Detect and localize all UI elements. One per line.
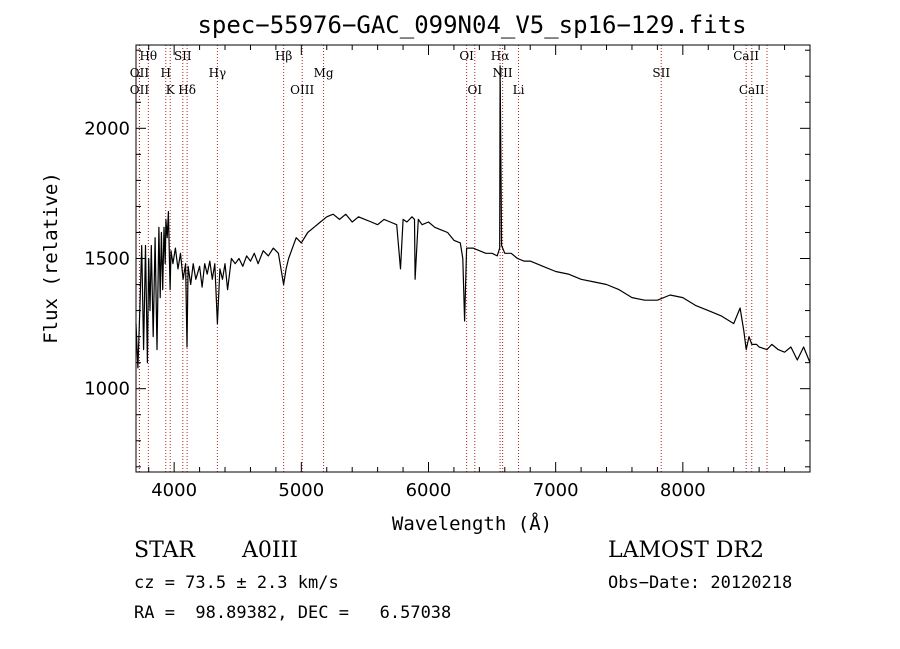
x-tick-label: 4000: [151, 480, 197, 501]
line-marker-label: NII: [493, 66, 513, 80]
line-marker-label: SII: [652, 66, 670, 80]
observation-date: Obs−Date: 20120218: [608, 573, 793, 593]
line-marker-label: Hδ: [178, 83, 196, 97]
line-marker-label: OI: [467, 83, 482, 97]
y-tick-label: 1500: [84, 249, 130, 270]
y-axis-ticks: 1000 1500 2000: [84, 49, 810, 468]
spectrum-series: [135, 65, 811, 369]
line-marker-label: Hθ: [139, 49, 157, 63]
line-marker-label: H: [161, 66, 171, 80]
redshift-velocity: cz = 73.5 ± 2.3 km/s: [134, 573, 339, 593]
x-tick-label: 5000: [278, 480, 324, 501]
line-marker-label: CaII: [733, 49, 759, 63]
x-axis-ticks: 4000 5000 6000 7000 8000: [148, 45, 811, 501]
plot-frame: [135, 44, 811, 473]
line-marker-label: Hα: [491, 49, 510, 63]
ra-dec: RA = 98.89382, DEC = 6.57038: [134, 603, 452, 623]
spectrum-line: [135, 65, 811, 369]
x-tick-label: 8000: [660, 480, 706, 501]
y-axis-label: Flux (relative): [40, 172, 62, 344]
survey-name: LAMOST DR2: [608, 538, 764, 563]
object-class: STAR: [134, 538, 195, 563]
y-tick-label: 2000: [84, 118, 130, 139]
chart-title: spec−55976−GAC_099N04_V5_sp16−129.fits: [197, 11, 746, 39]
x-tick-label: 7000: [533, 480, 579, 501]
line-marker-label: OII: [130, 83, 150, 97]
line-marker-label: CaII: [739, 83, 765, 97]
line-marker-label: OI: [459, 49, 474, 63]
line-markers: OIIOIIHθHKSIIHδHγHβOIIIMgOIOIHαNIILiSIIC…: [130, 45, 768, 472]
line-marker-label: Mg: [314, 66, 334, 80]
line-marker-label: K: [166, 83, 176, 97]
line-marker-label: SII: [174, 49, 192, 63]
line-marker-label: Li: [513, 83, 525, 97]
x-tick-label: 6000: [406, 480, 452, 501]
line-marker-label: Hβ: [275, 49, 292, 63]
object-subclass: A0III: [242, 538, 298, 563]
x-axis-label: Wavelength (Å): [392, 512, 552, 535]
line-marker-label: Hγ: [209, 66, 227, 80]
y-tick-label: 1000: [84, 379, 130, 400]
line-marker-label: OIII: [290, 83, 314, 97]
